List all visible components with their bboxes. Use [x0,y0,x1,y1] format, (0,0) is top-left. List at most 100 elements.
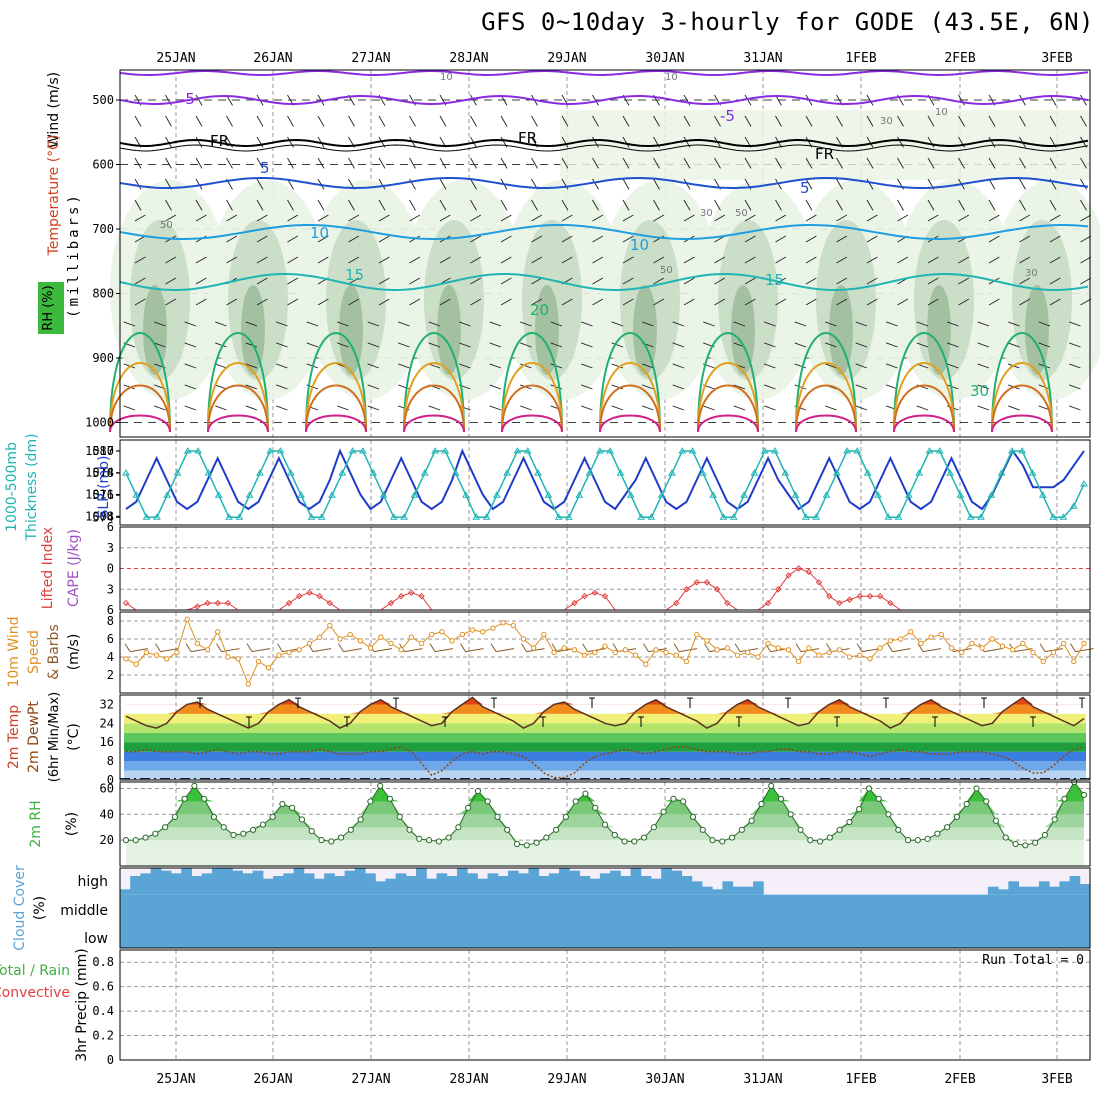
wind-barb-10m [129,648,149,653]
wind-barb [1008,342,1020,348]
wind-speed-marker [806,645,812,651]
wind-barb [622,178,630,190]
wind-speed-marker [592,649,598,656]
rh-marker [650,824,657,831]
date-label-bottom: 25JAN [156,1072,195,1087]
temp-fill-warm [126,697,1084,714]
ylabel-temp-unit: (°C) [66,723,82,751]
wind-barb [977,363,990,369]
wind-barb [1038,342,1051,348]
thickness-marker [132,491,141,498]
wind-barb [287,298,299,306]
rh-marker [582,790,589,797]
wind-barb [317,214,329,222]
wind-barb [683,277,695,285]
thickness-marker [513,447,522,454]
rh-marker [641,834,648,841]
cloud-high-bar [610,870,621,895]
wind-barb [866,277,878,285]
wind-barb [1019,298,1031,306]
ytick-label-precip: 0.4 [92,1004,114,1018]
wind-barb [226,256,238,264]
wind-barb [1049,277,1061,285]
wind-barb [855,321,868,327]
cloud-high-bar [395,873,407,895]
wind-barb [470,199,477,211]
lifted-index-marker [194,603,201,610]
wind-barb [317,256,329,264]
rh-shade [927,285,951,375]
contour-label: 30 [700,208,713,219]
contour-label: FR [815,145,834,163]
lifted-index-marker [887,599,894,607]
wind-barb [805,178,813,190]
date-label-bottom: 30JAN [645,1072,684,1087]
wind-barb-10m [495,648,515,653]
contour-label: 30 [1025,268,1038,279]
wind-barb [531,157,538,169]
wind-barb [256,157,264,169]
lifted-index-marker [224,599,232,607]
ylabel-millibars: (millibars) [66,192,82,318]
wind-speed-marker [581,652,588,658]
wind-barb [561,256,573,264]
wind-speed-marker [632,652,639,658]
wind-barb [581,342,593,348]
date-label-bottom: 26JAN [253,1072,292,1087]
wind-barb [317,199,325,211]
wind-speed-marker [877,645,883,651]
wind-barb-10m [704,643,710,652]
wind-speed-marker [1081,640,1087,647]
panel-frame-cloud [119,867,1091,949]
wind-barb [459,405,471,411]
wind-barb [733,384,746,390]
wind-barb [653,256,665,264]
contour-label: 15 [345,266,364,284]
wind-barb-10m [465,648,484,653]
wind-speed-marker [765,640,771,647]
wind-barb [744,157,752,169]
wind-barb [245,342,258,348]
temp-contour-25 [697,362,759,433]
cloud-high-bar [630,868,642,895]
wind-barb [714,298,726,306]
wind-barb [134,256,146,264]
cloud-high-bar [702,886,713,895]
wind-barb [622,298,634,306]
rh-marker [670,795,677,802]
rh-marker [787,811,794,818]
wind-barb [1049,115,1057,127]
dewpt-line [126,746,1085,779]
wind-barb-10m [861,648,881,653]
wind-barb-10m [856,643,863,652]
wind-speed-marker [255,658,262,665]
thickness-marker [503,469,512,476]
wind-barb [672,321,685,327]
wind-speed-marker [520,636,527,642]
wind-speed-marker [1040,658,1046,665]
cloud-high-bar [1079,884,1091,895]
date-label-top: 26JAN [253,51,292,66]
wind-barb [215,363,227,369]
wind-barb-10m [983,648,1003,653]
wind-barb [1080,298,1092,306]
rh-marker [709,837,716,844]
rh-marker [904,837,912,844]
wind-barb [775,115,782,127]
rh-marker [465,804,472,811]
wind-speed-marker [918,640,924,647]
wind-barb-10m [521,643,527,652]
ytick-label-upper: 600 [92,158,114,172]
wind-speed-marker [347,631,353,638]
wind-barb [775,256,787,264]
rh-marker [621,838,628,845]
wind-barb [134,199,142,211]
date-label-bottom: 1FEB [845,1072,876,1087]
cloud-high-bar [283,873,295,895]
temp-band [124,751,1086,762]
rh-marker [279,800,286,808]
wind-barb [409,115,416,127]
rh-marker [367,798,374,805]
wind-barb [775,298,787,306]
wind-barb [592,256,604,264]
